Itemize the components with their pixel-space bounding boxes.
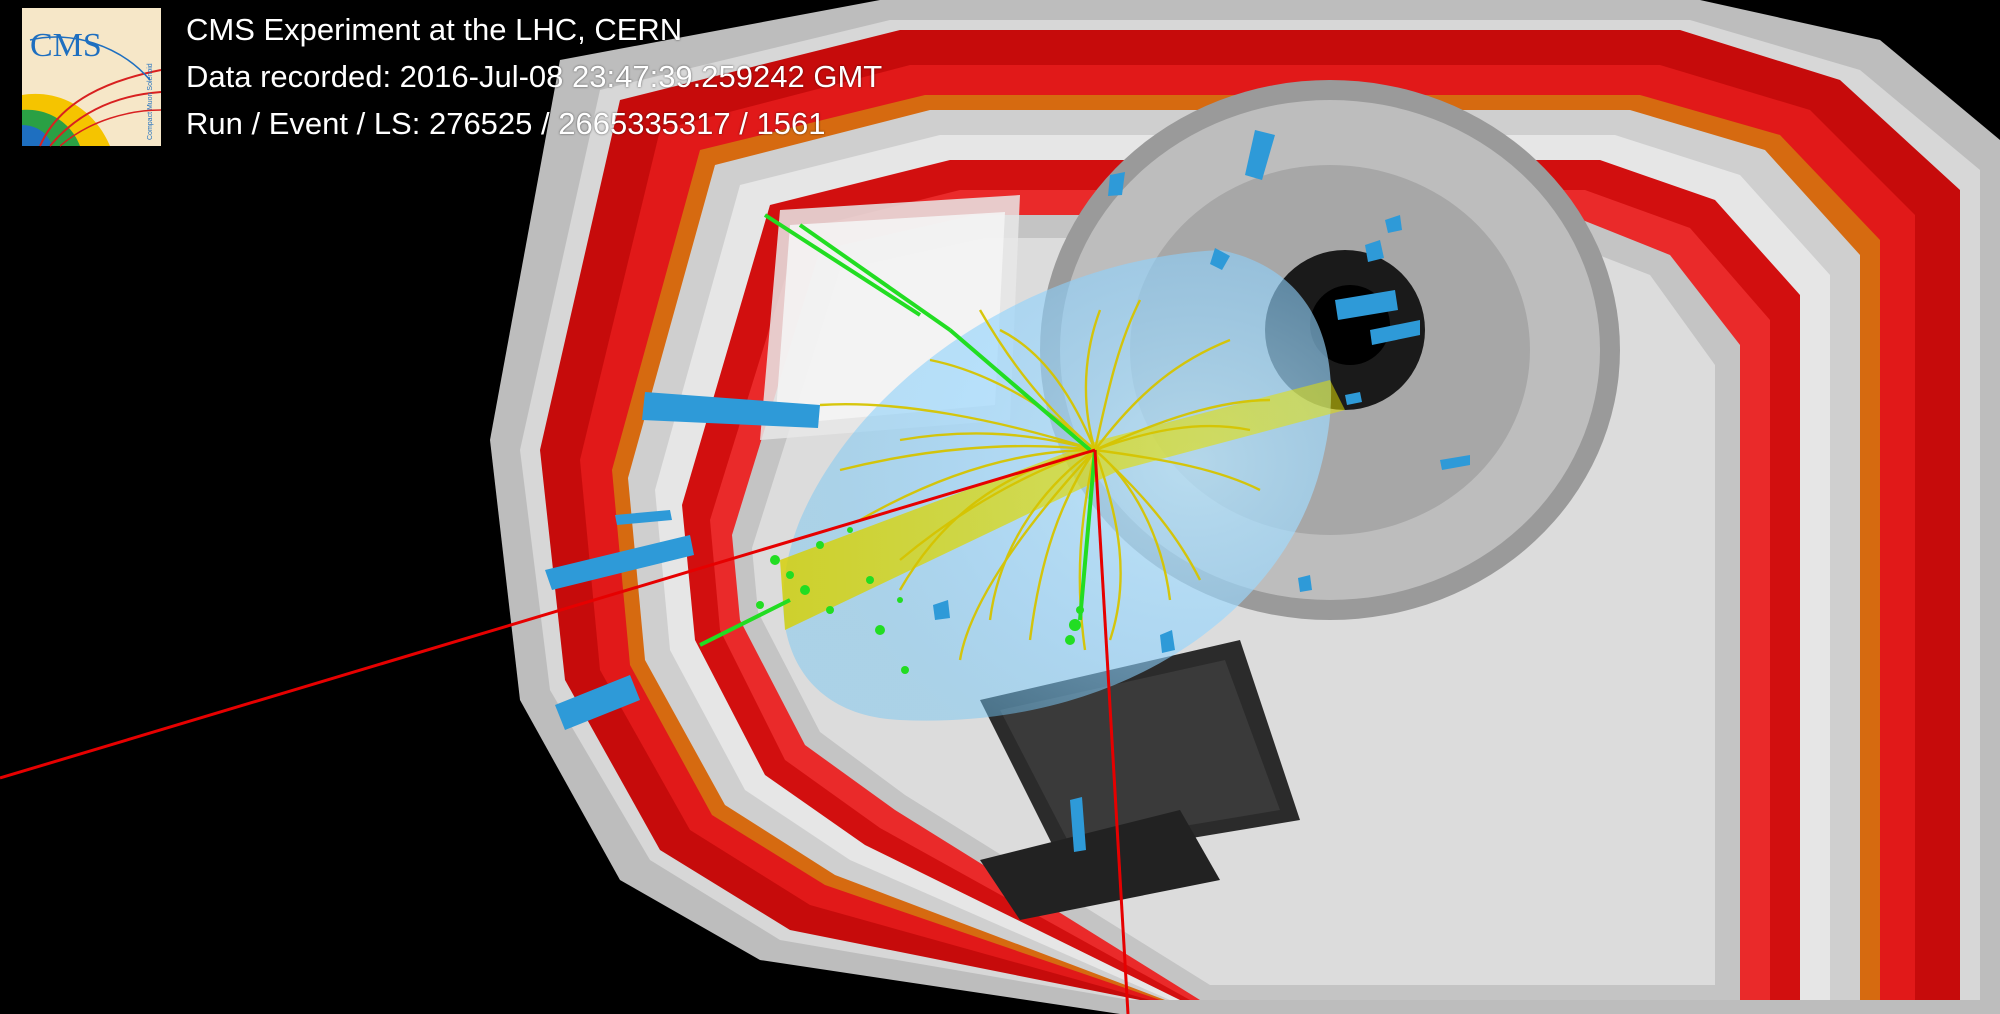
cms-logo: CMS Compact Muon Solenoid — [22, 8, 162, 147]
logo-text: CMS — [30, 27, 102, 64]
charged-tracks — [819, 299, 1271, 661]
electron-tracks — [699, 213, 1097, 647]
muon-tracks — [0, 448, 1130, 1014]
logo-subtext: Compact Muon Solenoid — [147, 63, 154, 140]
calorimeter-towers — [545, 130, 1470, 852]
yellow-jet-wedge — [780, 380, 1345, 630]
tracker-hits — [756, 527, 1084, 674]
